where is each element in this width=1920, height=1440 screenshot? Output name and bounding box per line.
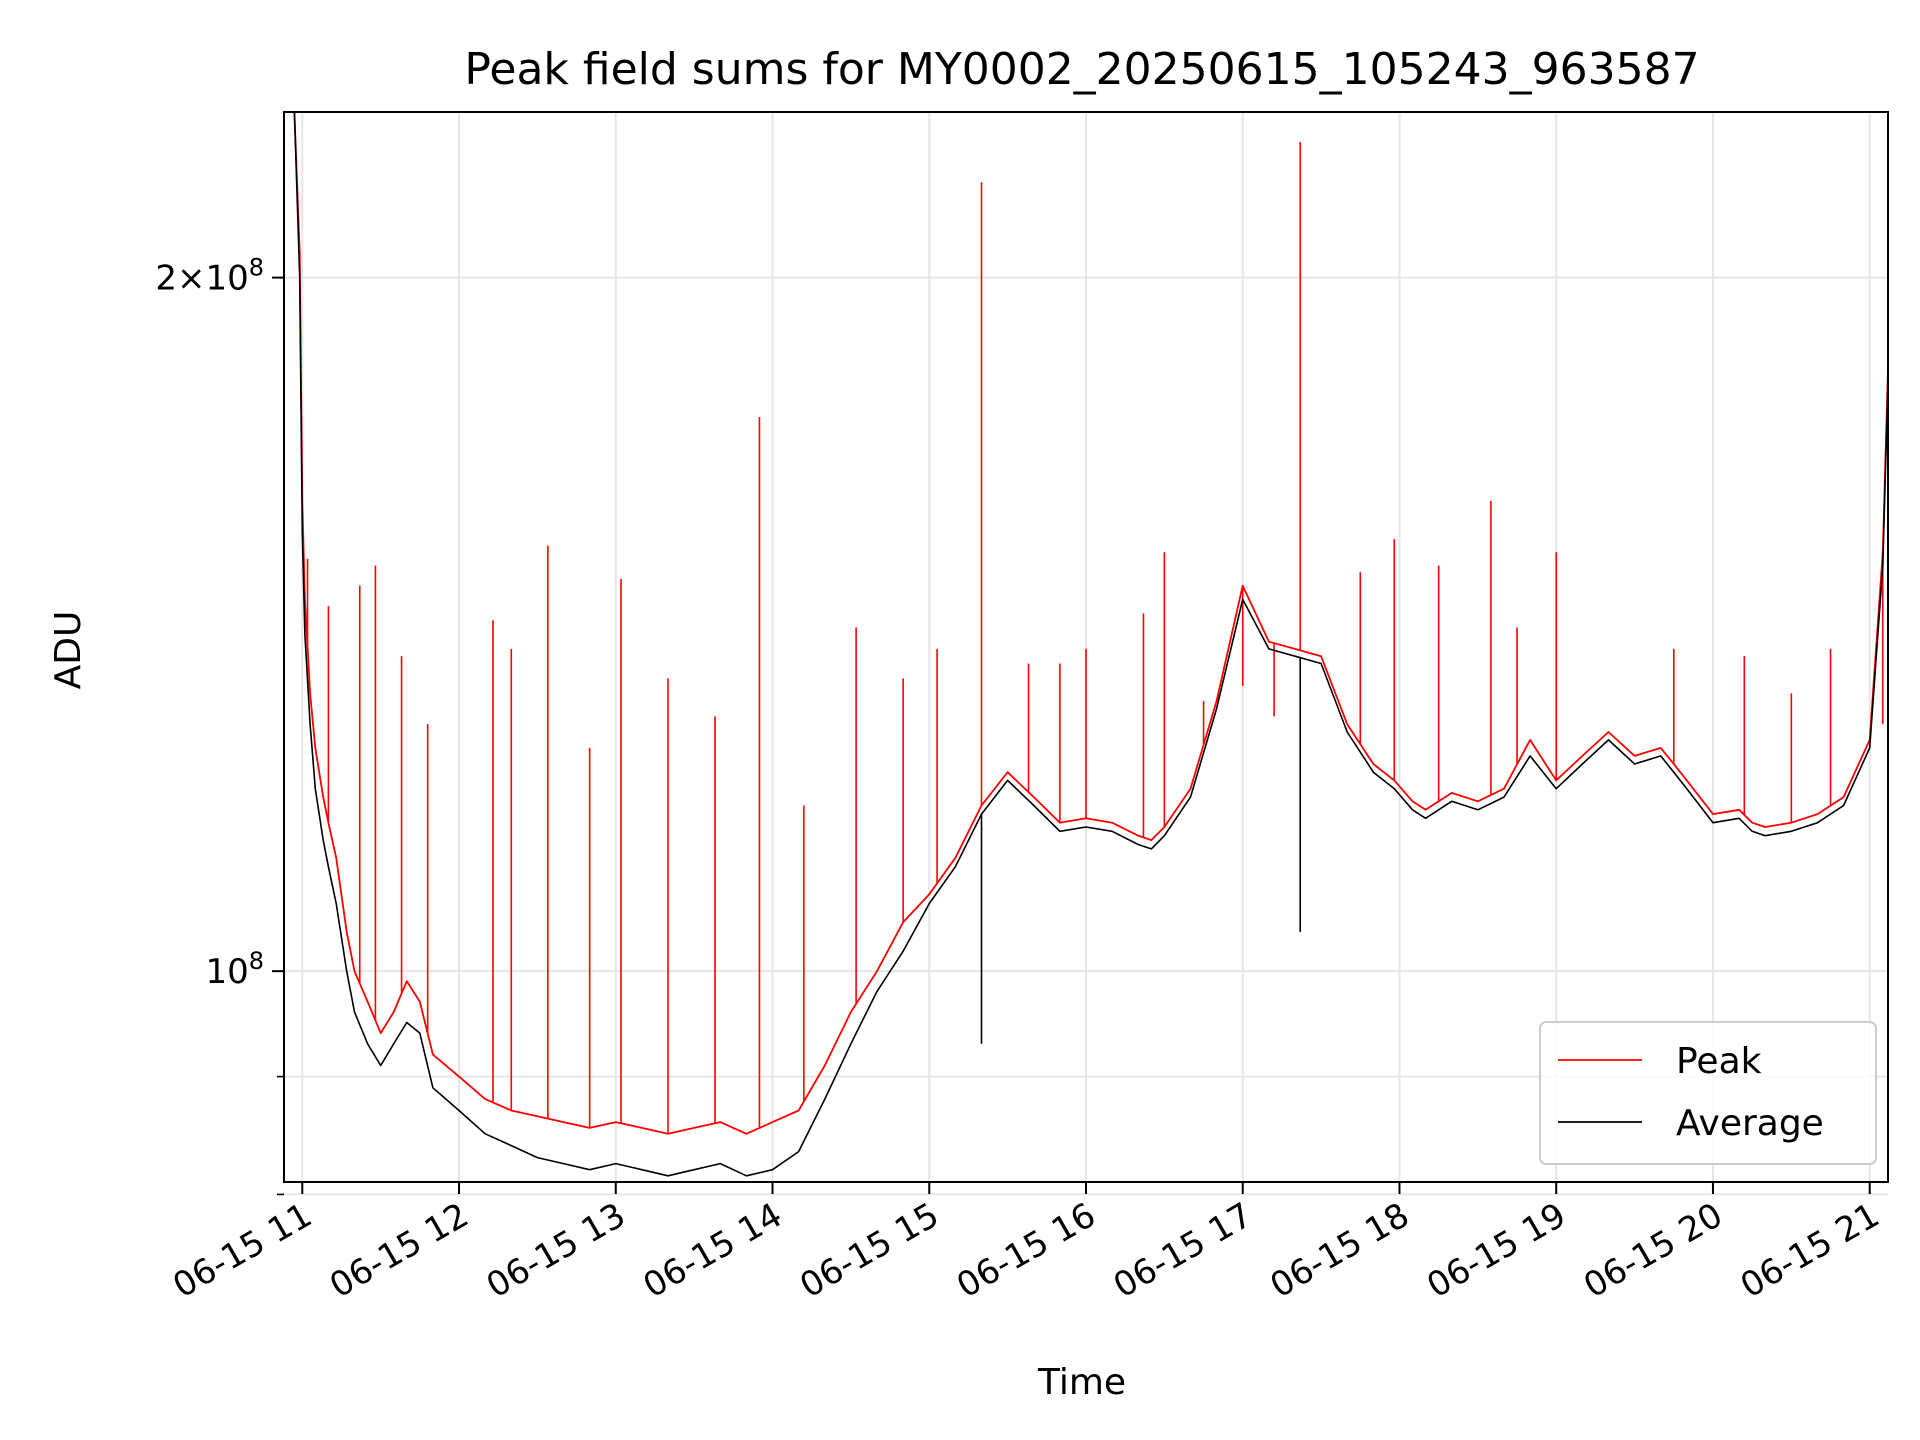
legend-label-peak: Peak	[1676, 1041, 1762, 1082]
y-tick-label: 108	[205, 947, 264, 992]
legend: Peak Average	[1539, 1021, 1877, 1165]
peak-series-line	[293, 112, 1888, 1135]
legend-label-average: Average	[1676, 1103, 1824, 1144]
average-series-line	[293, 112, 1888, 1177]
chart-title: Peak field sums for MY0002_20250615_1052…	[464, 44, 1699, 95]
y-axis: 108 2×108	[155, 254, 284, 1196]
x-axis-label: Time	[1037, 1362, 1126, 1403]
legend-box	[1539, 1021, 1877, 1165]
y-axis-label: ADU	[48, 611, 89, 690]
grid	[284, 112, 1888, 1196]
plot-data	[293, 112, 1888, 1177]
y-tick-label: 2×108	[155, 254, 264, 299]
